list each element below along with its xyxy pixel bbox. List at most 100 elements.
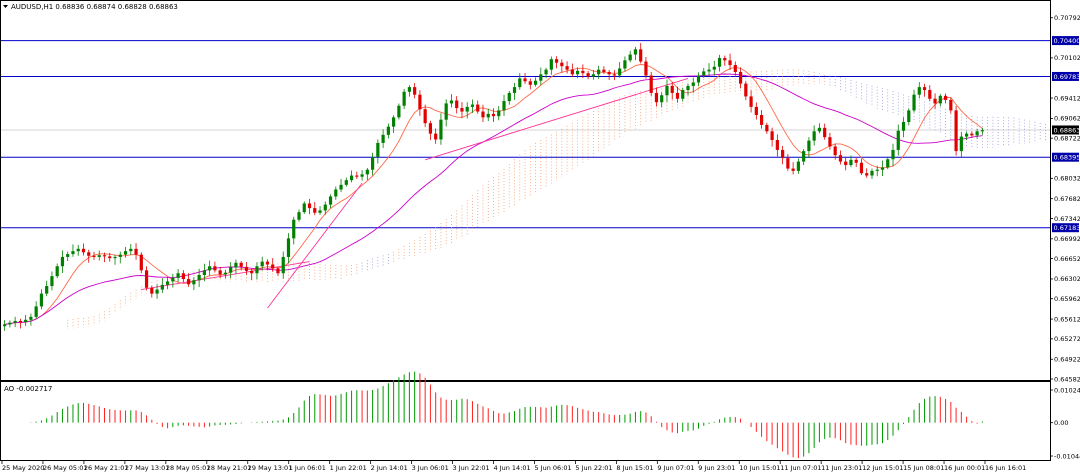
- x-tick-label: 1 Jun 22:01: [330, 464, 367, 472]
- candle-body: [29, 316, 33, 320]
- candle-body: [297, 212, 301, 220]
- candle-body: [576, 70, 580, 75]
- candle-body: [50, 276, 54, 287]
- candle-body: [733, 65, 737, 72]
- candle-body: [533, 80, 538, 85]
- candle-body: [302, 203, 306, 213]
- candle-body: [807, 140, 811, 152]
- candle-body: [476, 104, 480, 112]
- candle-body: [849, 159, 853, 166]
- candle-body: [218, 270, 222, 275]
- candle-body: [738, 71, 743, 84]
- candle-body: [912, 94, 916, 111]
- dropdown-arrow-icon[interactable]: [3, 5, 8, 8]
- candle-body: [8, 322, 12, 325]
- candle-body: [328, 196, 333, 205]
- candle-body: [586, 73, 590, 77]
- candle-body: [239, 262, 243, 267]
- candle-body: [891, 149, 895, 160]
- candle-body: [502, 101, 506, 111]
- trend-line: [267, 182, 363, 309]
- candle-body: [428, 123, 433, 134]
- candle-body: [570, 69, 574, 75]
- candle-body: [717, 58, 722, 67]
- candle-body: [744, 83, 748, 97]
- candle-body: [55, 266, 59, 277]
- candle-body: [607, 71, 611, 75]
- y-tick-label: 0.69062: [1054, 115, 1080, 123]
- candle-body: [802, 151, 806, 162]
- candle-body: [192, 280, 196, 285]
- candle-body: [507, 92, 511, 102]
- candle-body: [250, 270, 254, 274]
- candle-body: [749, 96, 753, 107]
- x-tick-label: 16 Jun 00:01: [944, 464, 985, 472]
- candle-body: [686, 85, 690, 91]
- candle-body: [108, 256, 112, 259]
- candle-body: [34, 306, 38, 317]
- candle-body: [129, 248, 133, 252]
- candle-body: [176, 273, 180, 278]
- y-tick-label: 0.65612: [1054, 315, 1080, 323]
- candle-body: [402, 91, 406, 106]
- candle-body: [828, 137, 832, 147]
- candle-body: [365, 169, 369, 175]
- level-tag-label: 0.69783: [1054, 73, 1080, 81]
- y-tick-label: 0.64582: [1054, 375, 1080, 383]
- y-tick-label: 0.69412: [1054, 94, 1080, 102]
- candle-body: [665, 85, 669, 96]
- candle-body: [644, 61, 648, 76]
- candle-body: [754, 106, 758, 116]
- candle-body: [413, 87, 417, 95]
- trend-line: [425, 77, 689, 161]
- x-tick-label: 26 May 05:01: [43, 464, 88, 472]
- candle-body: [896, 130, 900, 150]
- candle-body: [854, 159, 858, 163]
- candle-body: [560, 62, 564, 67]
- candle-body: [397, 105, 401, 118]
- level-tag: [1052, 223, 1079, 233]
- candle-body: [455, 100, 459, 109]
- ao-title: AO -0.002717: [4, 385, 52, 393]
- candle-body: [265, 261, 270, 265]
- candle-body: [886, 159, 890, 168]
- candle-body: [786, 158, 790, 169]
- candle-body: [123, 251, 128, 255]
- candle-body: [660, 95, 664, 103]
- candle-body: [670, 85, 674, 93]
- candle-body: [539, 74, 543, 81]
- candle-body: [113, 256, 117, 259]
- candle-body: [765, 124, 769, 132]
- chart-title: AUDUSD,H1 0.68836 0.68874 0.68828 0.6886…: [11, 3, 178, 11]
- candle-body: [875, 169, 879, 171]
- y-tick-label: 0.70102: [1054, 54, 1080, 62]
- candle-body: [139, 254, 143, 271]
- candle-body: [728, 60, 732, 66]
- current-price-tag: [1052, 125, 1079, 135]
- x-tick-label: 11 Jun 23:01: [821, 464, 862, 472]
- candle-body: [702, 71, 706, 76]
- candle-body: [208, 266, 212, 271]
- candle-body: [933, 98, 937, 104]
- ma-slow-line: [4, 73, 983, 325]
- candle-body: [723, 58, 727, 61]
- candle-body: [965, 133, 969, 137]
- x-tick-label: 28 May 21:01: [207, 464, 252, 472]
- candle-body: [281, 256, 285, 274]
- candle-body: [18, 320, 22, 323]
- candle-body: [313, 208, 317, 213]
- candle-body: [202, 270, 206, 275]
- candle-body: [486, 113, 490, 118]
- candle-body: [917, 87, 921, 95]
- candle-body: [3, 324, 7, 327]
- level-tag: [1052, 152, 1079, 162]
- y-tick-label: 0.70792: [1054, 14, 1080, 22]
- candle-body: [465, 106, 469, 112]
- x-tick-label: 9 Jun 23:01: [698, 464, 735, 472]
- y-tick-label: 0.67682: [1054, 195, 1080, 203]
- x-tick-label: 2 Jun 14:01: [371, 464, 408, 472]
- candle-body: [943, 95, 948, 100]
- candle-body: [901, 122, 906, 131]
